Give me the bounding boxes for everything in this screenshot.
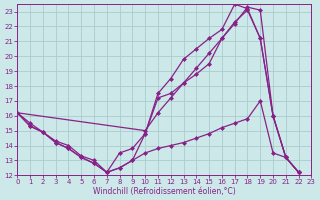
X-axis label: Windchill (Refroidissement éolien,°C): Windchill (Refroidissement éolien,°C) <box>93 187 236 196</box>
